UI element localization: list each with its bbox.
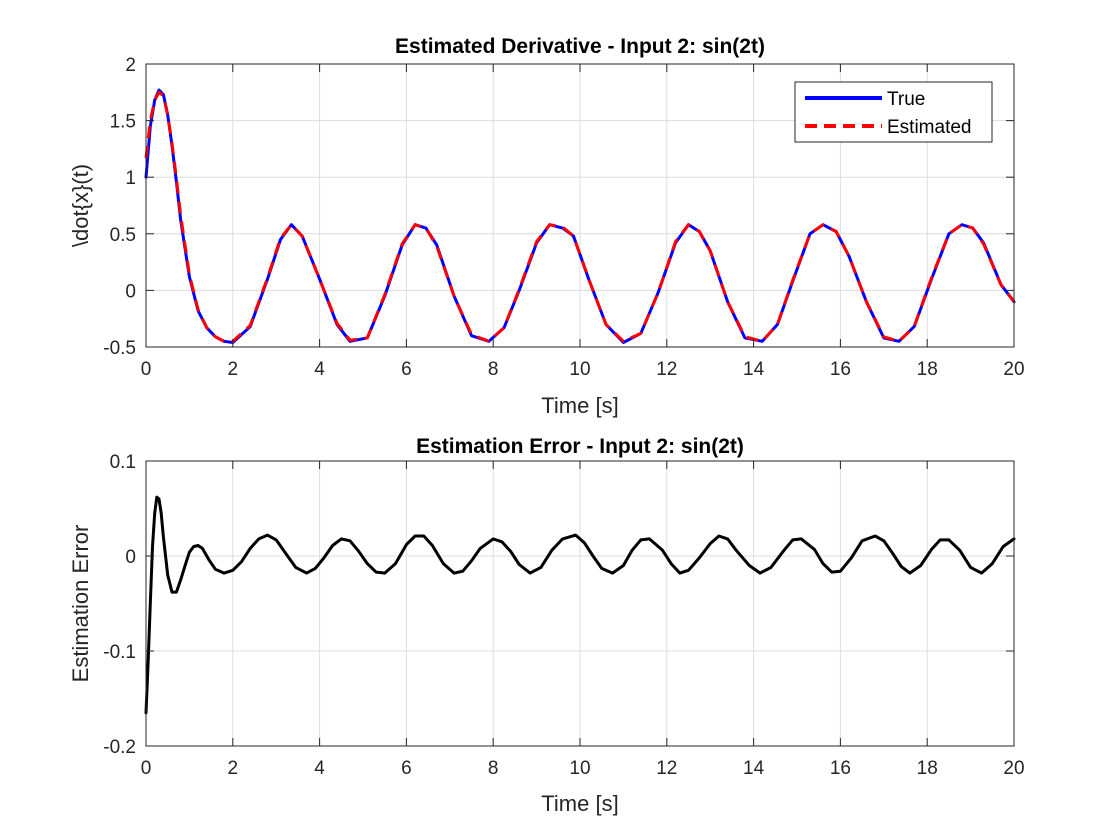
x-tick-label: 10 — [569, 359, 590, 380]
series-layer — [144, 88, 1016, 344]
y-tick-label: 2 — [125, 55, 136, 76]
x-tick-label: 2 — [228, 359, 239, 380]
ticks — [145, 63, 1015, 348]
legend-box — [794, 81, 993, 143]
x-tick-label: 14 — [743, 359, 765, 380]
x-tick-label: 8 — [488, 758, 499, 779]
y-tick-labels: -0.5 0 0.5 1 1.5 2 — [103, 55, 136, 359]
x-tick-label: 16 — [830, 359, 851, 380]
x-tick-label: 12 — [656, 758, 677, 779]
x-tick-label: 6 — [401, 758, 412, 779]
y-axis-label: Estimation Error — [68, 525, 93, 683]
x-tick-label: 20 — [1003, 758, 1024, 779]
x-tick-label: 18 — [917, 758, 938, 779]
chart-title: Estimated Derivative - Input 2: sin(2t) — [395, 35, 765, 58]
y-tick-label: 1 — [125, 168, 136, 189]
ticks — [145, 460, 1015, 747]
y-tick-label: -0.5 — [103, 338, 136, 359]
y-tick-label: 0 — [125, 281, 136, 302]
x-tick-label: 2 — [228, 758, 239, 779]
x-tick-label: 18 — [917, 359, 938, 380]
y-tick-label: 0 — [125, 547, 136, 568]
y-tick-label: -0.1 — [103, 642, 136, 663]
x-tick-label: 16 — [830, 758, 851, 779]
x-tick-labels: 0 2 4 6 8 10 12 14 16 18 20 — [141, 359, 1025, 380]
y-tick-label: 0.1 — [110, 452, 136, 473]
y-axis-label: \dot{x}(t) — [68, 164, 93, 247]
derivative-plot: 0 2 4 6 8 10 12 14 16 18 20 -0.500.511.52 Estimate… — [68, 35, 1025, 418]
x-tick-label: 20 — [1003, 359, 1024, 380]
y-tick-label: -0.2 — [103, 737, 136, 758]
x-tick-label: 4 — [314, 359, 325, 380]
x-tick-label: 8 — [488, 359, 499, 380]
x-tick-label: 0 — [141, 758, 152, 779]
y-tick-label: 0.5 — [110, 225, 136, 246]
x-tick-label: 6 — [401, 359, 412, 380]
x-tick-label: 14 — [743, 758, 765, 779]
x-tick-label: 10 — [569, 758, 590, 779]
x-tick-labels: 0 2 4 6 8 10 12 14 16 18 20 — [141, 758, 1025, 779]
legend-label-estimated: Estimated — [887, 117, 971, 138]
chart-title: Estimation Error - Input 2: sin(2t) — [416, 435, 744, 458]
legend-label-true: True — [887, 89, 925, 110]
x-axis-label: Time [s] — [541, 791, 618, 816]
error-plot: 0 2 4 6 8 10 12 14 16 18 20 -0.2 -0.1 0 0.1 Estimatio… — [68, 435, 1025, 816]
x-axis-label: Time [s] — [541, 393, 618, 418]
y-tick-label: 1.5 — [110, 112, 136, 133]
grid — [146, 461, 1014, 746]
y-tick-labels: -0.2 -0.1 0 0.1 — [103, 452, 136, 758]
error-series-line — [144, 495, 1016, 715]
x-tick-label: 4 — [314, 758, 325, 779]
series-layer — [144, 495, 1016, 715]
legend: True Estimated — [794, 81, 993, 143]
x-tick-label: 0 — [141, 359, 152, 380]
estimated-series-line — [144, 90, 1016, 343]
x-tick-label: 12 — [656, 359, 677, 380]
